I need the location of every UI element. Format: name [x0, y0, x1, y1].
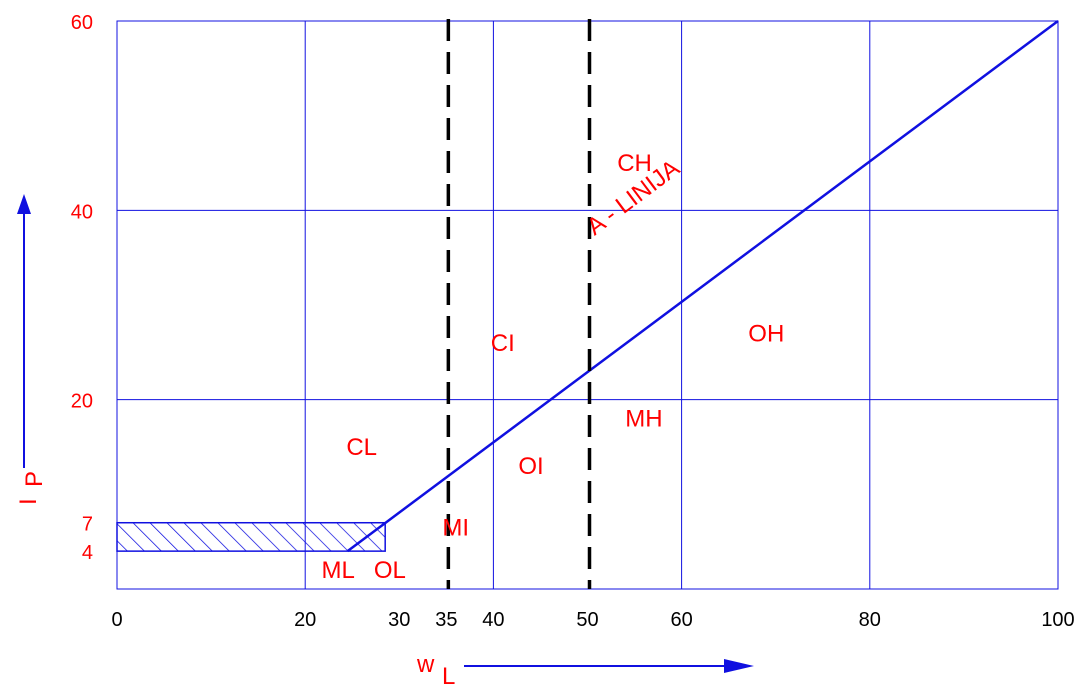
- x-tick-label: 40: [482, 609, 504, 631]
- hatched-rect: [116, 521, 386, 552]
- y-tick-label: 4: [82, 542, 93, 564]
- a-line-segment: [346, 19, 1059, 553]
- y-tick-labels: 4 7 20 40 60: [71, 12, 93, 564]
- dashed-dividers: [446, 19, 592, 589]
- y-tick-label: 40: [71, 201, 93, 223]
- a-line: [346, 19, 1059, 553]
- y-axis-label: I: [15, 498, 42, 505]
- y-axis-title: I P: [15, 194, 48, 505]
- x-tick-label: 0: [111, 609, 122, 631]
- x-tick-labels: 0 20 30 35 40 50 60 80 100: [111, 609, 1074, 631]
- x-tick-label: 100: [1041, 609, 1074, 631]
- x-tick-label: 60: [670, 609, 692, 631]
- region-label: CL: [346, 434, 377, 461]
- region-labels: CH CI OH MH CL OI MI ML OL: [321, 150, 784, 584]
- region-label: OH: [748, 320, 784, 347]
- x-tick-label: 35: [435, 609, 457, 631]
- x-tick-label: 20: [294, 609, 316, 631]
- plot-frame: [116, 20, 1059, 590]
- x-tick-label: 30: [388, 609, 410, 631]
- x-tick-label: 50: [576, 609, 598, 631]
- region-label: ML: [321, 557, 354, 584]
- region-label: MI: [442, 514, 469, 541]
- hatched-zone: [116, 521, 386, 552]
- region-label: OI: [518, 453, 543, 480]
- x-axis-arrow-head: [724, 659, 754, 673]
- region-label: MH: [625, 406, 662, 433]
- y-tick-label: 60: [71, 12, 93, 34]
- x-axis-label: w: [416, 651, 435, 678]
- y-tick-label: 7: [82, 514, 93, 536]
- x-tick-label: 80: [859, 609, 881, 631]
- region-label: CI: [491, 330, 515, 357]
- grid: [116, 20, 1059, 590]
- x-axis-title: w L: [416, 651, 754, 688]
- region-label: OL: [374, 557, 406, 584]
- y-axis-subscript: P: [21, 471, 48, 487]
- y-axis-arrow-head: [17, 194, 31, 214]
- region-label: CH: [617, 150, 652, 177]
- x-axis-subscript: L: [442, 663, 455, 688]
- y-tick-label: 20: [71, 391, 93, 413]
